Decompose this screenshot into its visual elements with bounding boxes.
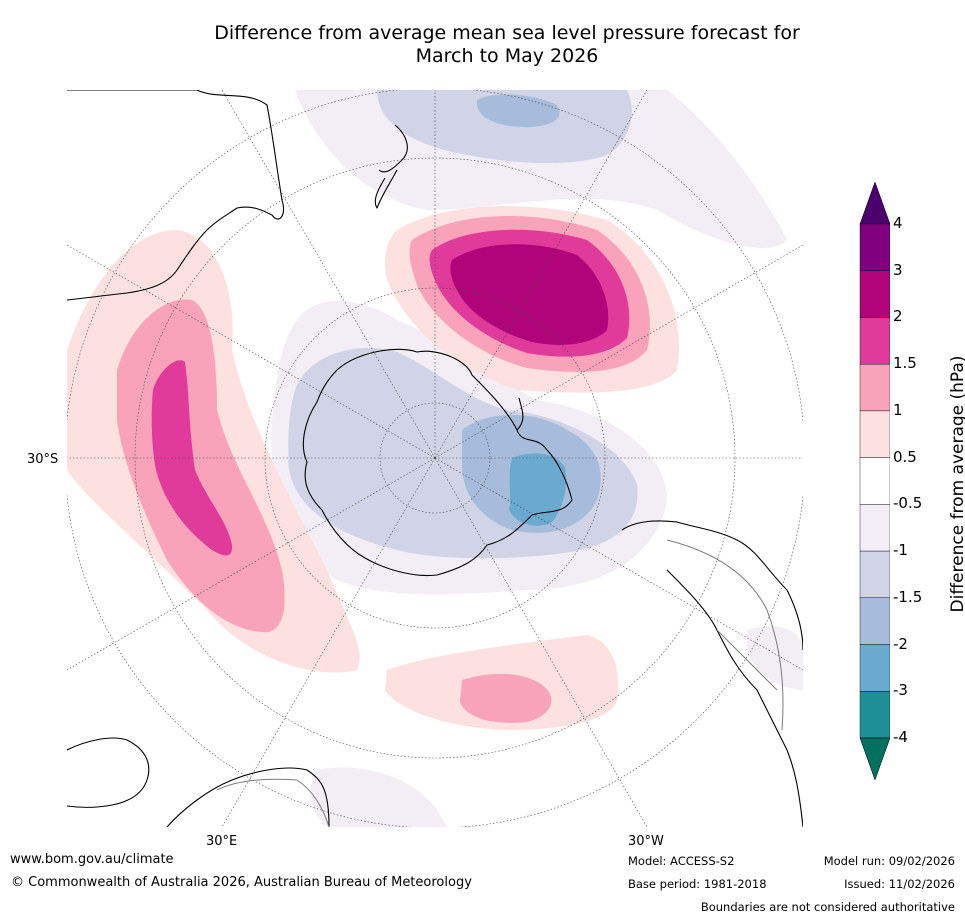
footer-model-run: Model run: 09/02/2026: [823, 854, 955, 868]
pressure-anomaly-map: [67, 90, 803, 827]
anomaly-region-neg-mid-north: [377, 90, 632, 164]
longitude-label-30e: 30°E: [206, 834, 238, 849]
colorbar-tick-label: -4: [893, 728, 908, 746]
anomaly-region-neg-light-southamerica: [747, 626, 803, 690]
anomaly-region-pos-indian-1.5: [151, 360, 233, 556]
colorbar-band: [859, 457, 890, 505]
chart-title: Difference from average mean sea level p…: [0, 22, 965, 68]
graticule: [67, 90, 803, 827]
colorbar-band: [859, 270, 890, 318]
footer-model: Model: ACCESS-S2: [628, 854, 735, 868]
latitude-label-30s: 30°S: [27, 452, 59, 467]
coast-south-america: [621, 520, 803, 827]
footer-disclaimer: Boundaries are not considered authoritat…: [700, 900, 955, 914]
colorbar-title: Difference from average (hPa): [948, 355, 965, 613]
footer-website: www.bom.gov.au/climate: [10, 852, 174, 867]
boundaries: [216, 539, 784, 827]
colorbar-band: [859, 504, 890, 552]
colorbar-tick-label: -2: [893, 634, 908, 653]
anomaly-region-pos-south-1: [460, 673, 552, 723]
title-line-1: Difference from average mean sea level p…: [214, 22, 800, 44]
colorbar-band: [859, 644, 890, 692]
colorbar-band: [859, 410, 890, 458]
anomaly-region-pos-pacific-2: [450, 244, 609, 345]
colorbar-tick-label: -0.5: [893, 494, 923, 513]
colorbar-band: [859, 691, 890, 739]
footer-copyright: © Commonwealth of Australia 2026, Austra…: [11, 875, 472, 890]
colorbar: [859, 181, 890, 781]
footer-base-period: Base period: 1981-2018: [628, 877, 767, 891]
colorbar-tick-label: -1.5: [893, 587, 923, 606]
coast-antarctic-peninsula: [516, 397, 524, 431]
colorbar-tick-label: -3: [893, 681, 908, 700]
coast-australia: [67, 90, 285, 301]
colorbar-tick-label: 1.5: [893, 354, 917, 373]
coast-madagascar: [67, 737, 150, 808]
colorbar-band: [859, 550, 890, 599]
coastlines: [67, 90, 803, 827]
footer-issued: Issued: 11/02/2026: [844, 877, 955, 891]
longitude-label-30w: 30°W: [628, 834, 664, 849]
colorbar-tick-label: -1: [893, 541, 908, 560]
colorbar-tick-label: 3: [893, 260, 903, 279]
coast-antarctica: [302, 348, 573, 577]
coast-new-zealand-north: [378, 124, 408, 173]
colorbar-tick-label: 0.5: [893, 447, 917, 466]
colorbar-band: [859, 597, 890, 645]
title-line-2: March to May 2026: [415, 45, 599, 67]
colorbar-band: [859, 223, 890, 271]
colorbar-band: [859, 363, 890, 412]
colorbar-tick-label: 1: [893, 400, 903, 419]
anomaly-region-neg-light-south: [310, 767, 447, 827]
colorbar-tick-label: 2: [893, 307, 903, 326]
colorbar-band: [859, 317, 890, 365]
colorbar-over-arrow: [859, 181, 890, 225]
anomaly-region-neg-strong: [509, 453, 567, 526]
colorbar-tick-label: 4: [893, 214, 903, 232]
coast-new-zealand-south: [374, 169, 398, 209]
colorbar-under-arrow: [859, 737, 890, 781]
coast-africa: [166, 767, 330, 827]
